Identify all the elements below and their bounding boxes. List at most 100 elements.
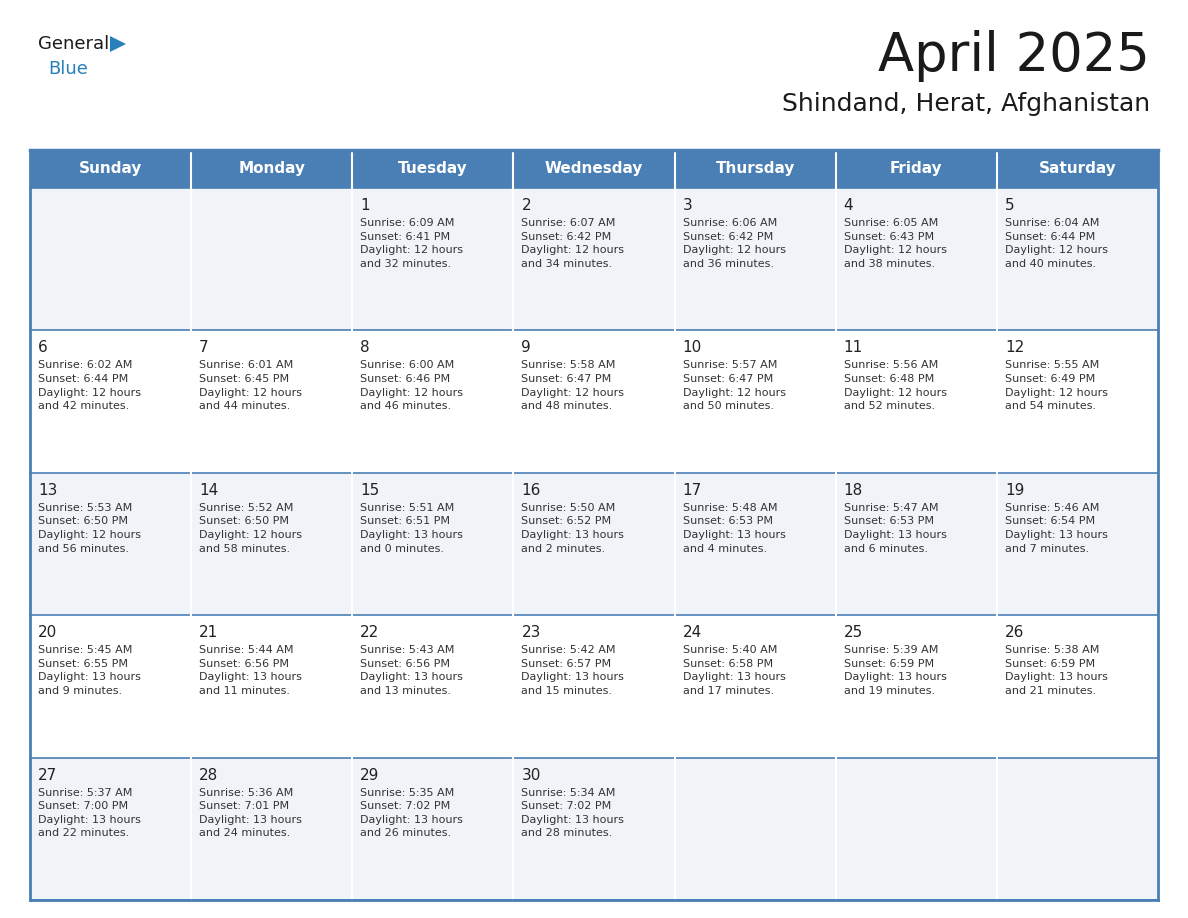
Bar: [513, 615, 675, 757]
Text: Sunrise: 5:40 AM
Sunset: 6:58 PM
Daylight: 13 hours
and 17 minutes.: Sunrise: 5:40 AM Sunset: 6:58 PM Dayligh…: [683, 645, 785, 696]
Text: Saturday: Saturday: [1038, 162, 1117, 176]
Text: Sunrise: 5:57 AM
Sunset: 6:47 PM
Daylight: 12 hours
and 50 minutes.: Sunrise: 5:57 AM Sunset: 6:47 PM Dayligh…: [683, 361, 785, 411]
Text: 9: 9: [522, 341, 531, 355]
Text: 6: 6: [38, 341, 48, 355]
Text: 7: 7: [200, 341, 209, 355]
Text: 27: 27: [38, 767, 57, 783]
Text: Sunrise: 6:06 AM
Sunset: 6:42 PM
Daylight: 12 hours
and 36 minutes.: Sunrise: 6:06 AM Sunset: 6:42 PM Dayligh…: [683, 218, 785, 269]
Bar: [513, 473, 675, 615]
Bar: [191, 615, 353, 757]
Bar: [997, 473, 1158, 615]
Text: Sunrise: 5:42 AM
Sunset: 6:57 PM
Daylight: 13 hours
and 15 minutes.: Sunrise: 5:42 AM Sunset: 6:57 PM Dayligh…: [522, 645, 625, 696]
Text: Sunrise: 5:58 AM
Sunset: 6:47 PM
Daylight: 12 hours
and 48 minutes.: Sunrise: 5:58 AM Sunset: 6:47 PM Dayligh…: [522, 361, 625, 411]
Text: 23: 23: [522, 625, 541, 640]
Bar: [191, 188, 353, 330]
Text: 26: 26: [1005, 625, 1024, 640]
Bar: [835, 150, 997, 188]
Bar: [835, 473, 997, 615]
Text: 13: 13: [38, 483, 57, 498]
Bar: [191, 330, 353, 473]
Text: Sunrise: 5:47 AM
Sunset: 6:53 PM
Daylight: 13 hours
and 6 minutes.: Sunrise: 5:47 AM Sunset: 6:53 PM Dayligh…: [843, 503, 947, 554]
Text: April 2025: April 2025: [878, 30, 1150, 82]
Bar: [353, 473, 513, 615]
Bar: [513, 757, 675, 900]
Text: 25: 25: [843, 625, 862, 640]
Bar: [30, 757, 191, 900]
Text: 18: 18: [843, 483, 862, 498]
Bar: [30, 473, 191, 615]
Bar: [675, 473, 835, 615]
Text: Sunrise: 5:55 AM
Sunset: 6:49 PM
Daylight: 12 hours
and 54 minutes.: Sunrise: 5:55 AM Sunset: 6:49 PM Dayligh…: [1005, 361, 1108, 411]
Bar: [835, 757, 997, 900]
Bar: [30, 615, 191, 757]
Text: 28: 28: [200, 767, 219, 783]
Text: Sunrise: 5:44 AM
Sunset: 6:56 PM
Daylight: 13 hours
and 11 minutes.: Sunrise: 5:44 AM Sunset: 6:56 PM Dayligh…: [200, 645, 302, 696]
Text: Sunrise: 6:07 AM
Sunset: 6:42 PM
Daylight: 12 hours
and 34 minutes.: Sunrise: 6:07 AM Sunset: 6:42 PM Dayligh…: [522, 218, 625, 269]
Text: Blue: Blue: [48, 60, 88, 78]
Text: Sunday: Sunday: [78, 162, 143, 176]
Bar: [513, 150, 675, 188]
Bar: [675, 188, 835, 330]
Text: 11: 11: [843, 341, 862, 355]
Bar: [191, 473, 353, 615]
Text: 12: 12: [1005, 341, 1024, 355]
Text: 1: 1: [360, 198, 369, 213]
Text: 20: 20: [38, 625, 57, 640]
Text: Tuesday: Tuesday: [398, 162, 468, 176]
Text: Thursday: Thursday: [715, 162, 795, 176]
Bar: [353, 330, 513, 473]
Bar: [30, 330, 191, 473]
Text: Sunrise: 6:00 AM
Sunset: 6:46 PM
Daylight: 12 hours
and 46 minutes.: Sunrise: 6:00 AM Sunset: 6:46 PM Dayligh…: [360, 361, 463, 411]
Text: 10: 10: [683, 341, 702, 355]
Text: 14: 14: [200, 483, 219, 498]
Text: 8: 8: [360, 341, 369, 355]
Text: 2: 2: [522, 198, 531, 213]
Bar: [675, 615, 835, 757]
Text: Sunrise: 5:39 AM
Sunset: 6:59 PM
Daylight: 13 hours
and 19 minutes.: Sunrise: 5:39 AM Sunset: 6:59 PM Dayligh…: [843, 645, 947, 696]
Polygon shape: [110, 36, 126, 52]
Text: Sunrise: 5:56 AM
Sunset: 6:48 PM
Daylight: 12 hours
and 52 minutes.: Sunrise: 5:56 AM Sunset: 6:48 PM Dayligh…: [843, 361, 947, 411]
Bar: [835, 330, 997, 473]
Text: Shindand, Herat, Afghanistan: Shindand, Herat, Afghanistan: [782, 92, 1150, 116]
Bar: [513, 188, 675, 330]
Text: Sunrise: 5:45 AM
Sunset: 6:55 PM
Daylight: 13 hours
and 9 minutes.: Sunrise: 5:45 AM Sunset: 6:55 PM Dayligh…: [38, 645, 141, 696]
Text: Sunrise: 6:09 AM
Sunset: 6:41 PM
Daylight: 12 hours
and 32 minutes.: Sunrise: 6:09 AM Sunset: 6:41 PM Dayligh…: [360, 218, 463, 269]
Text: Sunrise: 6:04 AM
Sunset: 6:44 PM
Daylight: 12 hours
and 40 minutes.: Sunrise: 6:04 AM Sunset: 6:44 PM Dayligh…: [1005, 218, 1108, 269]
Bar: [997, 615, 1158, 757]
Text: Sunrise: 5:46 AM
Sunset: 6:54 PM
Daylight: 13 hours
and 7 minutes.: Sunrise: 5:46 AM Sunset: 6:54 PM Dayligh…: [1005, 503, 1107, 554]
Bar: [191, 150, 353, 188]
Text: 30: 30: [522, 767, 541, 783]
Text: Sunrise: 5:36 AM
Sunset: 7:01 PM
Daylight: 13 hours
and 24 minutes.: Sunrise: 5:36 AM Sunset: 7:01 PM Dayligh…: [200, 788, 302, 838]
Text: Sunrise: 5:52 AM
Sunset: 6:50 PM
Daylight: 12 hours
and 58 minutes.: Sunrise: 5:52 AM Sunset: 6:50 PM Dayligh…: [200, 503, 302, 554]
Text: Sunrise: 5:34 AM
Sunset: 7:02 PM
Daylight: 13 hours
and 28 minutes.: Sunrise: 5:34 AM Sunset: 7:02 PM Dayligh…: [522, 788, 625, 838]
Bar: [675, 150, 835, 188]
Text: 3: 3: [683, 198, 693, 213]
Text: 5: 5: [1005, 198, 1015, 213]
Text: 29: 29: [360, 767, 380, 783]
Text: 19: 19: [1005, 483, 1024, 498]
Text: 4: 4: [843, 198, 853, 213]
Text: Sunrise: 6:05 AM
Sunset: 6:43 PM
Daylight: 12 hours
and 38 minutes.: Sunrise: 6:05 AM Sunset: 6:43 PM Dayligh…: [843, 218, 947, 269]
Text: 15: 15: [360, 483, 379, 498]
Bar: [353, 150, 513, 188]
Text: Sunrise: 5:51 AM
Sunset: 6:51 PM
Daylight: 13 hours
and 0 minutes.: Sunrise: 5:51 AM Sunset: 6:51 PM Dayligh…: [360, 503, 463, 554]
Bar: [675, 757, 835, 900]
Text: Sunrise: 5:37 AM
Sunset: 7:00 PM
Daylight: 13 hours
and 22 minutes.: Sunrise: 5:37 AM Sunset: 7:00 PM Dayligh…: [38, 788, 141, 838]
Bar: [353, 757, 513, 900]
Bar: [997, 188, 1158, 330]
Text: Sunrise: 5:35 AM
Sunset: 7:02 PM
Daylight: 13 hours
and 26 minutes.: Sunrise: 5:35 AM Sunset: 7:02 PM Dayligh…: [360, 788, 463, 838]
Text: Sunrise: 6:01 AM
Sunset: 6:45 PM
Daylight: 12 hours
and 44 minutes.: Sunrise: 6:01 AM Sunset: 6:45 PM Dayligh…: [200, 361, 302, 411]
Text: 21: 21: [200, 625, 219, 640]
Text: Sunrise: 5:53 AM
Sunset: 6:50 PM
Daylight: 12 hours
and 56 minutes.: Sunrise: 5:53 AM Sunset: 6:50 PM Dayligh…: [38, 503, 141, 554]
Text: Sunrise: 5:50 AM
Sunset: 6:52 PM
Daylight: 13 hours
and 2 minutes.: Sunrise: 5:50 AM Sunset: 6:52 PM Dayligh…: [522, 503, 625, 554]
Bar: [835, 615, 997, 757]
Bar: [30, 150, 191, 188]
Text: Wednesday: Wednesday: [545, 162, 643, 176]
Text: 17: 17: [683, 483, 702, 498]
Text: General: General: [38, 35, 109, 53]
Bar: [513, 330, 675, 473]
Bar: [997, 757, 1158, 900]
Text: 22: 22: [360, 625, 379, 640]
Bar: [353, 615, 513, 757]
Bar: [997, 330, 1158, 473]
